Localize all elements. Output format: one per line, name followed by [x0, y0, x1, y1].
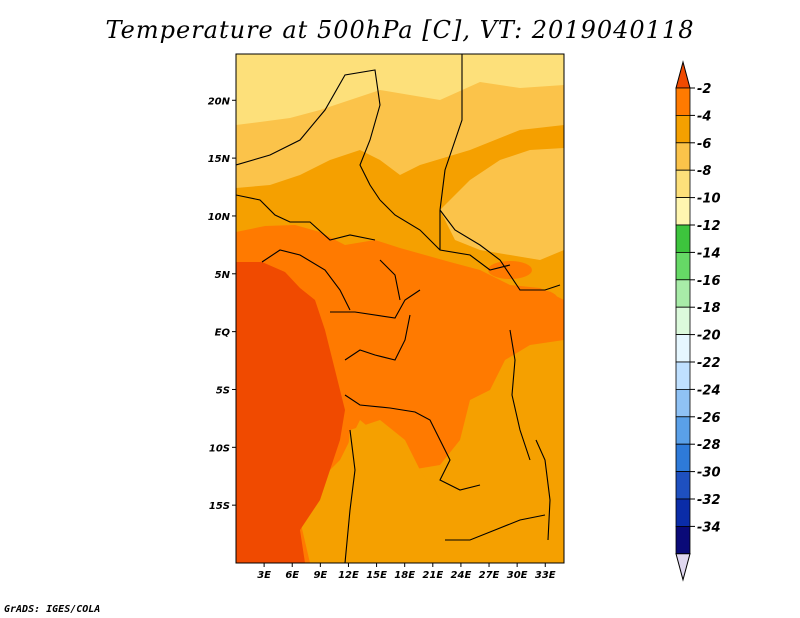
colorbar-box [675, 197, 691, 226]
colorbar-label: -4 [697, 109, 711, 124]
border-nigeria-north [236, 194, 376, 241]
x-tick-label: 30E [507, 570, 528, 581]
x-tick-label: 3E [257, 570, 271, 581]
colorbar-box [675, 388, 691, 418]
x-tick-label: 12E [338, 570, 359, 581]
border-east-lakes [509, 329, 531, 461]
x-tick-label: 15E [366, 570, 387, 581]
colorbar-label: -6 [697, 137, 711, 152]
border-angola-drc [344, 394, 481, 491]
border-chad-sudan [439, 54, 463, 250]
x-tick-label: 9E [313, 570, 327, 581]
colorbar-label: -30 [697, 466, 721, 481]
colorbar-box [675, 251, 691, 281]
y-tick-label: 15S [209, 501, 230, 512]
field-band-minus6-south [330, 420, 564, 563]
colorbar-box [675, 361, 691, 390]
y-tick-label: 20N [208, 96, 231, 107]
colorbar-box [675, 526, 691, 555]
colorbar-label: -34 [697, 520, 721, 535]
colorbar-box [675, 471, 691, 500]
colorbar-box [675, 224, 691, 253]
border-congo [344, 314, 411, 361]
border-niger [236, 69, 381, 201]
y-tick-label: 5S [216, 385, 230, 396]
colorbar-label: -22 [697, 356, 721, 371]
colorbar-label: -26 [697, 411, 721, 426]
colorbar-box [675, 115, 691, 144]
field-band-minus10 [236, 54, 564, 125]
border-zambia-south [445, 514, 546, 541]
border-malawi [535, 439, 551, 541]
colorbar-label: -18 [697, 301, 721, 316]
map-title: Temperature at 500hPa [C], VT: 201904011… [105, 16, 695, 44]
field-blob-2 [522, 290, 558, 310]
colorbar-box [675, 169, 691, 198]
colorbar-label: -20 [697, 329, 721, 344]
colorbar-label: -14 [697, 246, 721, 261]
y-tick-label: EQ [215, 328, 231, 339]
colorbar-label: -2 [697, 82, 711, 97]
footer-credit: GrADS: IGES/COLA [4, 604, 101, 615]
colorbar: -2 -4 -6 -8 -10 -12 -14 -16 -18 -20 -22 -24 -26 -28 -3… [675, 60, 721, 582]
border-nigeria-cameroon [261, 249, 351, 311]
map-frame [235, 53, 565, 564]
colorbar-box [675, 306, 691, 336]
y-tick-label: 15N [208, 154, 231, 165]
colorbar-label: -10 [697, 192, 721, 207]
field-blob-1 [440, 286, 500, 314]
colorbar-box [675, 87, 691, 116]
border-sudan-south [439, 209, 561, 291]
y-tick-label: 10N [208, 212, 231, 223]
x-tick-label: 18E [394, 570, 415, 581]
colorbar-box [675, 443, 691, 473]
colorbar-label: -28 [697, 438, 721, 453]
y-tick-label: 5N [215, 270, 231, 281]
x-tick-label: 24E [451, 570, 472, 581]
border-angola-west [344, 429, 356, 563]
colorbar-label: -24 [697, 383, 721, 398]
y-axis: 20N 15N 10N 5N EQ 5S 10S 15S [208, 96, 236, 512]
field-blob-3 [488, 261, 532, 279]
colorbar-label: -12 [697, 219, 721, 234]
colorbar-label: -16 [697, 274, 721, 289]
country-borders [236, 54, 561, 563]
colorbar-label: -8 [697, 164, 711, 179]
x-tick-label: 27E [479, 570, 500, 581]
colorbar-top-arrow [675, 60, 691, 89]
y-tick-label: 10S [209, 443, 230, 454]
x-axis: 3E 6E 9E 12E 15E 18E 21E 24E 27E 30E 33E [257, 563, 556, 581]
border-gabon-congo [330, 289, 421, 319]
x-tick-label: 6E [285, 570, 299, 581]
colorbar-bottom-arrow [675, 553, 691, 582]
border-car [379, 259, 401, 301]
x-tick-label: 21E [422, 570, 443, 581]
x-tick-label: 33E [535, 570, 556, 581]
colorbar-box [675, 416, 691, 445]
colorbar-box [675, 279, 691, 308]
colorbar-box [675, 498, 691, 527]
colorbar-box [675, 334, 691, 363]
colorbar-box [675, 142, 691, 171]
colorbar-label: -32 [697, 493, 721, 508]
field-band-minus8-east [440, 148, 564, 260]
field-band-minus2 [236, 262, 345, 563]
